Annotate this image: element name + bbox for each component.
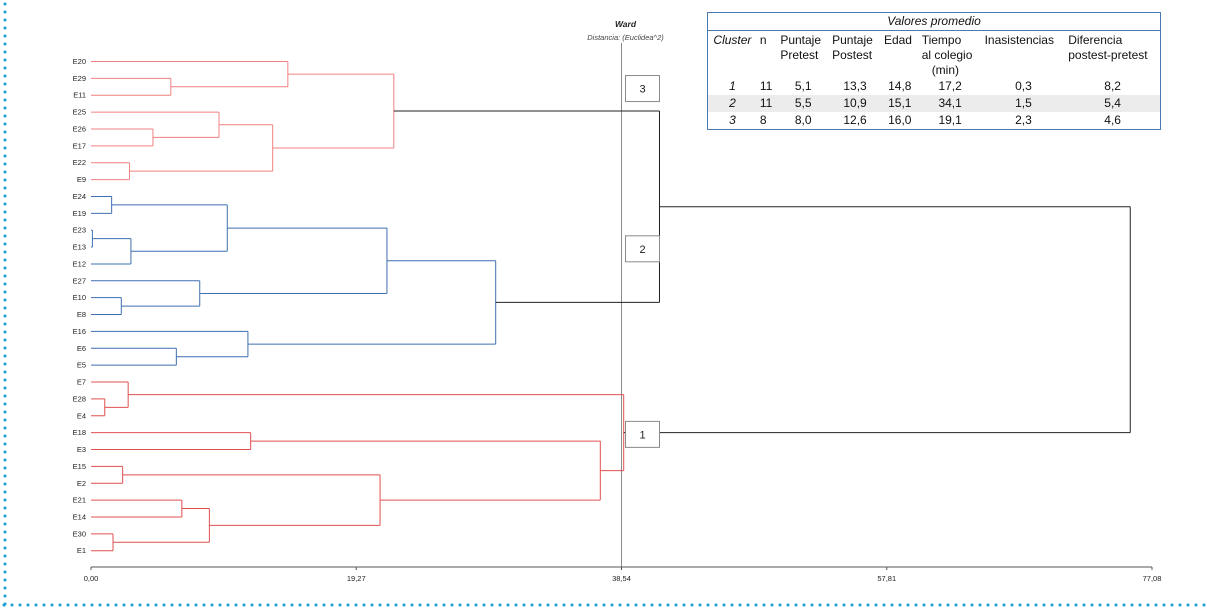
leaf-label: E18 (73, 428, 86, 437)
header-cluster: Cluster (713, 33, 752, 47)
leaf-label: E8 (77, 310, 86, 319)
cell-inasistencias: 0,3 (1015, 79, 1032, 93)
cell-inasistencias: 2,3 (1015, 113, 1032, 127)
leaf-label: E28 (73, 394, 86, 403)
cell-pretest: 8,0 (794, 113, 812, 127)
leaf-label: E15 (73, 462, 86, 471)
leaf-label: E23 (73, 226, 86, 235)
header-inasistencias: Inasistencias (984, 33, 1054, 47)
cell-diferencia: 8,2 (1104, 79, 1121, 93)
cell-n: 11 (759, 79, 773, 93)
leaf-label: E16 (73, 327, 86, 336)
leaf-label: E24 (73, 192, 86, 201)
leaf-label: E4 (77, 411, 86, 420)
leaf-label: E6 (77, 344, 86, 353)
header-pretest: Puntaje Pretest (780, 33, 822, 62)
cell-inasistencias: 1,5 (981, 95, 1066, 112)
cell-n: 11 (756, 95, 778, 112)
cell-edad: 14,8 (888, 79, 912, 93)
leaf-label: E11 (73, 91, 86, 100)
leaf-label: E29 (73, 74, 86, 83)
cell-cluster: 3 (729, 113, 736, 127)
cluster-label-box (625, 75, 660, 103)
leaf-label: E27 (73, 276, 86, 285)
leaf-label: E30 (73, 529, 86, 538)
leaf-label: E12 (73, 259, 86, 268)
leaf-label: E3 (77, 445, 86, 454)
header-diferencia: Diferencia postest-pretest (1068, 33, 1148, 62)
cell-edad: 16,0 (888, 113, 912, 127)
header-edad: Edad (883, 33, 912, 47)
leaf-label: E19 (73, 209, 86, 218)
leaf-label: E7 (77, 378, 86, 387)
cluster-means-table: Valores promedio Cluster n Puntaje Pretes… (708, 13, 1160, 129)
x-tick-label: 57,81 (877, 574, 896, 583)
cell-cluster: 2 (708, 95, 757, 112)
leaf-label: E26 (73, 124, 86, 133)
leaf-label: E25 (73, 108, 86, 117)
cluster-label-box (625, 420, 660, 448)
leaf-label: E2 (77, 479, 86, 488)
x-tick-label: 38,54 (612, 574, 631, 583)
cluster-label: 2 (639, 244, 645, 256)
x-tick-label: 0,00 (84, 574, 99, 583)
table-row: 2 11 5,5 10,9 15,1 34,1 1,5 5,4 (708, 95, 1160, 112)
leaf-label: E14 (73, 512, 86, 521)
chart-title: Ward (615, 19, 637, 29)
cell-cluster: 1 (729, 79, 736, 93)
dotted-border-left (3, 0, 7, 606)
leaf-label: E21 (73, 496, 86, 505)
leaf-label: E13 (73, 243, 86, 252)
cell-postest: 10,9 (829, 95, 881, 112)
cluster-means-legend: Valores promedio Cluster n Puntaje Pretes… (707, 12, 1161, 130)
cell-postest: 13,3 (843, 79, 867, 93)
leaf-label: E17 (73, 141, 86, 150)
table-row: 1 11 5,1 13,3 14,8 17,2 0,3 8,2 (708, 78, 1160, 95)
leaf-label: E10 (73, 293, 86, 302)
leaf-label: E5 (77, 361, 86, 370)
x-tick-label: 77,08 (1143, 574, 1162, 583)
x-tick-label: 19,27 (347, 574, 366, 583)
cell-tiempo: 19,1 (938, 113, 962, 127)
leaf-label: E22 (73, 158, 86, 167)
dotted-border-bottom (0, 603, 1207, 607)
cluster-label-box (625, 235, 660, 263)
header-postest: Puntaje Postest (832, 33, 873, 62)
cell-pretest: 5,5 (777, 95, 830, 112)
leaf-label: E20 (73, 57, 86, 66)
chart-subtitle: Distancia: (Euclidea^2) (587, 33, 664, 42)
cell-pretest: 5,1 (794, 79, 812, 93)
cell-postest: 12,6 (843, 113, 867, 127)
header-tiempo: Tiempo al colegio (min) (921, 33, 973, 77)
leaf-label: E1 (77, 546, 86, 555)
cell-edad: 15,1 (880, 95, 919, 112)
cell-diferencia: 5,4 (1065, 95, 1160, 112)
legend-title: Valores promedio (708, 13, 1160, 31)
cell-diferencia: 4,6 (1104, 113, 1121, 127)
cluster-label: 3 (639, 84, 645, 96)
cell-tiempo: 17,2 (938, 79, 962, 93)
leaf-label: E9 (77, 175, 86, 184)
cluster-label: 1 (639, 429, 645, 441)
cell-n: 8 (759, 113, 767, 127)
cell-tiempo: 34,1 (918, 95, 982, 112)
header-n: n (759, 33, 767, 47)
table-row: 3 8 8,0 12,6 16,0 19,1 2,3 4,6 (708, 112, 1160, 129)
